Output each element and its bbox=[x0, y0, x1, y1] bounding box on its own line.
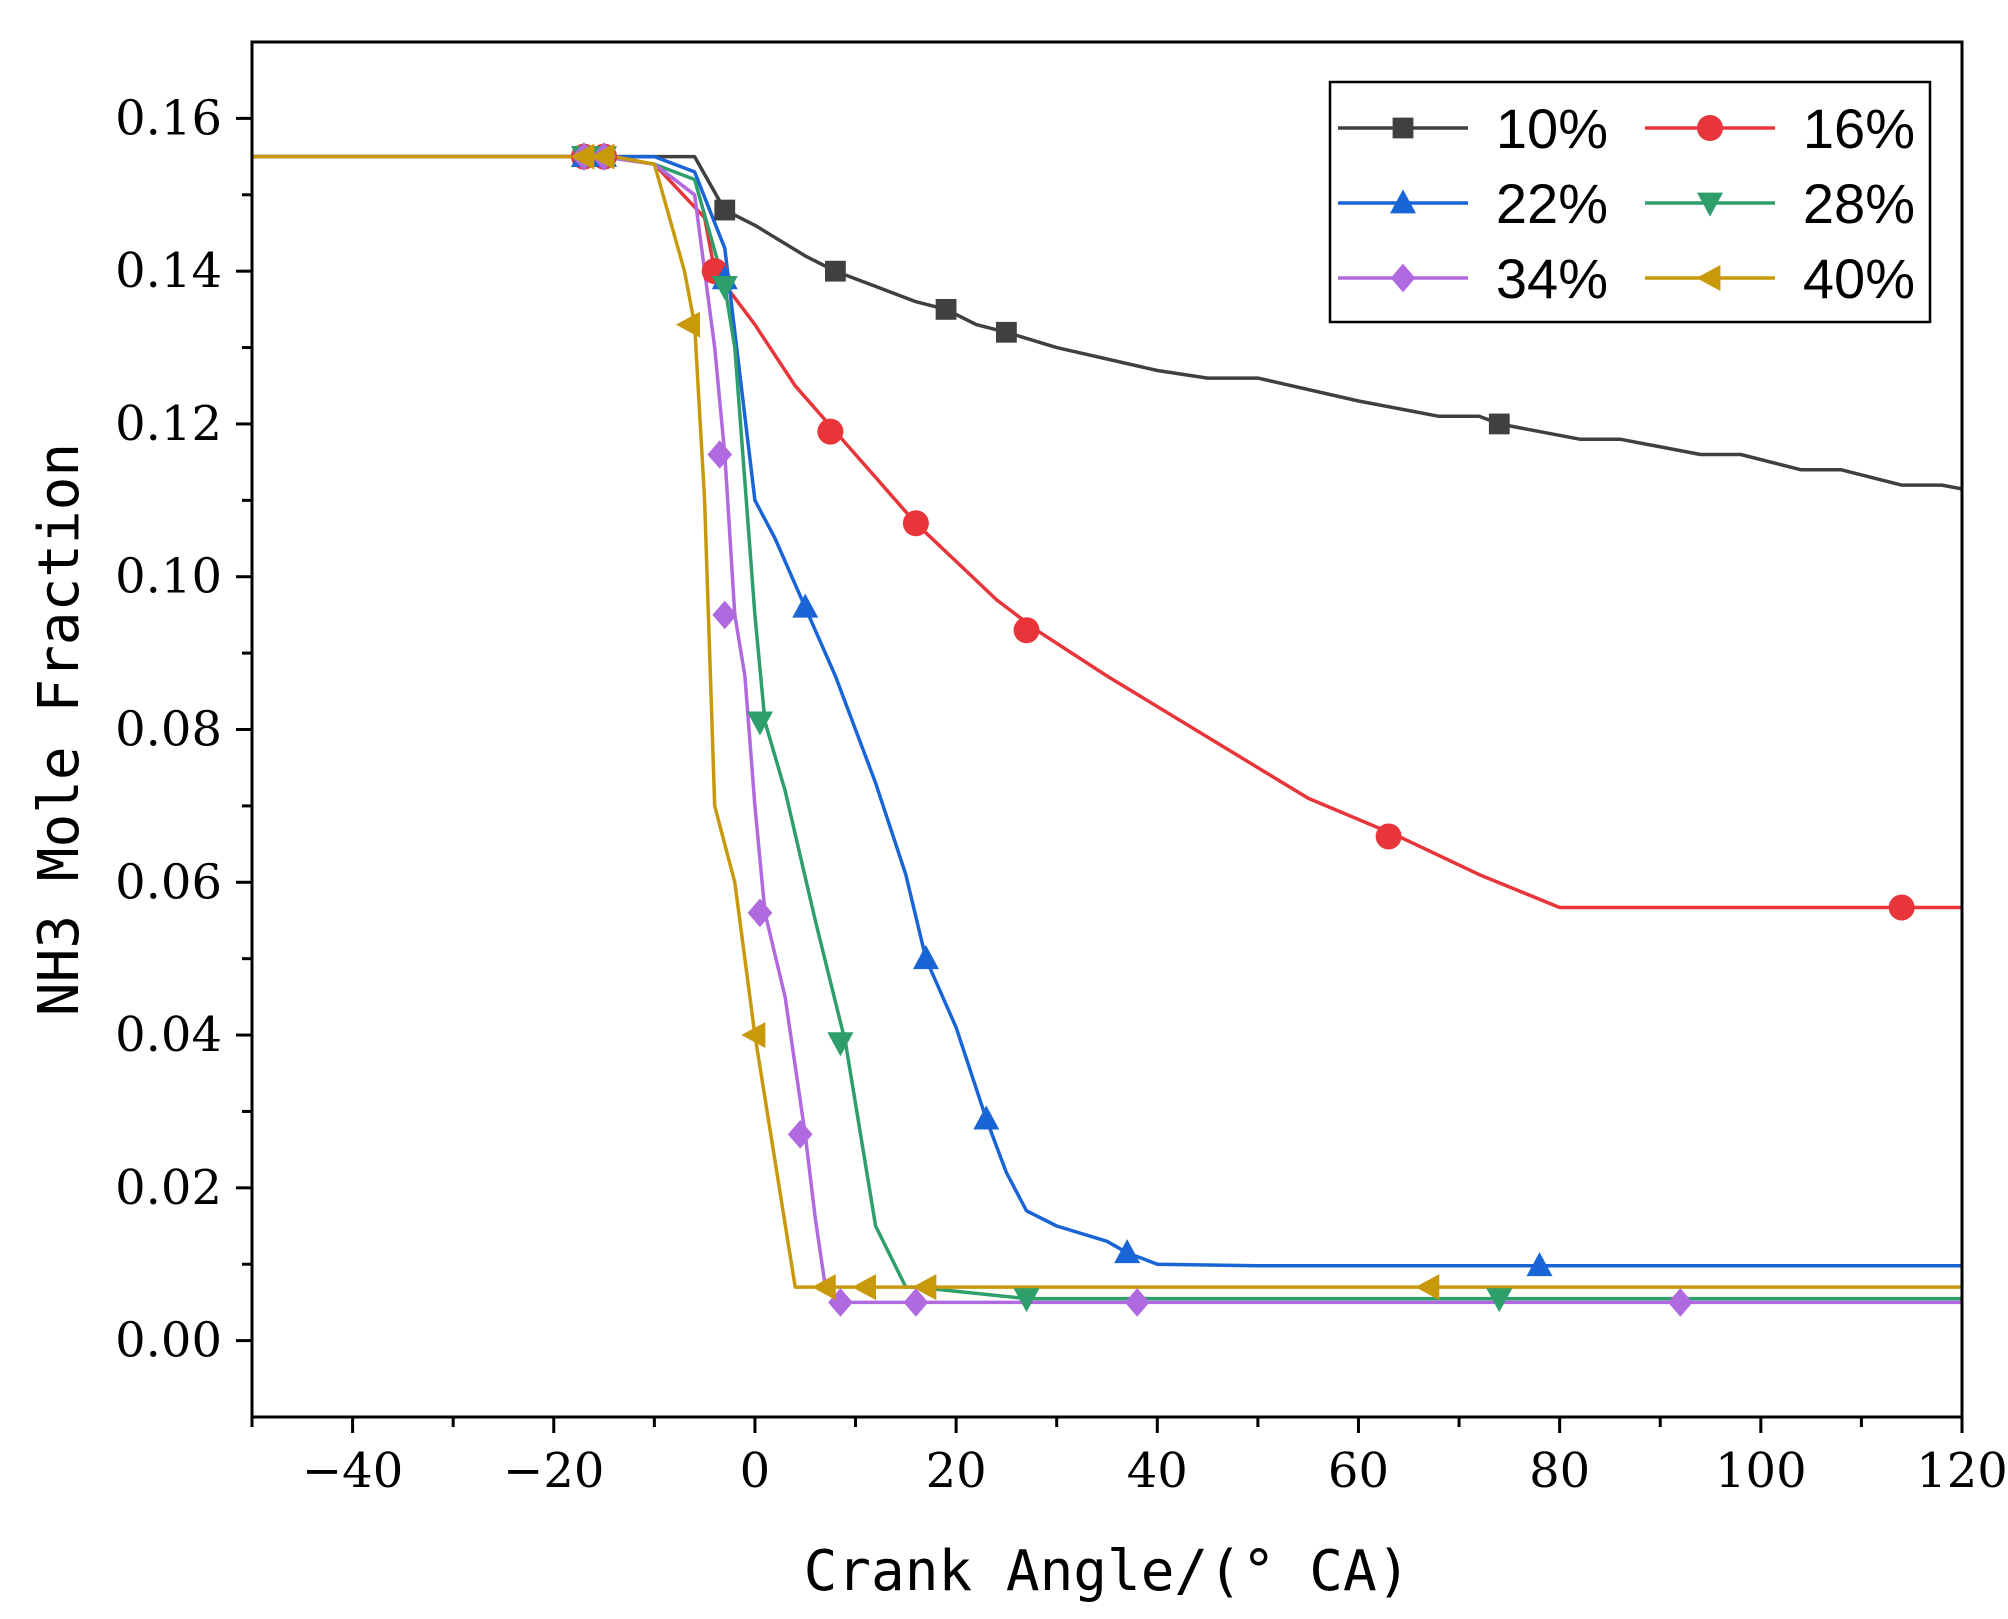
legend-label-40pct: 40% bbox=[1803, 247, 1915, 310]
legend-marker-22pct bbox=[1390, 189, 1416, 214]
y-tick-label: 0.08 bbox=[115, 702, 222, 758]
series-marker-40pct bbox=[811, 1274, 836, 1301]
plot-frame bbox=[250, 40, 1964, 1419]
series-marker-28pct bbox=[1013, 1288, 1040, 1313]
series-marker-34pct bbox=[903, 1288, 929, 1317]
series-marker-16pct bbox=[1375, 823, 1402, 850]
series-marker-22pct bbox=[912, 945, 939, 970]
series-marker-34pct bbox=[707, 440, 733, 469]
series-marker-10pct bbox=[996, 321, 1017, 343]
series-marker-40pct bbox=[851, 1274, 876, 1301]
x-tick-label: −40 bbox=[302, 1443, 403, 1499]
series-line-40pct bbox=[252, 154, 1962, 1289]
y-axis-title: NH3 Mole Fraction bbox=[27, 443, 92, 1016]
series-marker-22pct bbox=[792, 593, 819, 618]
series-marker-10pct bbox=[825, 260, 846, 282]
legend-label-10pct: 10% bbox=[1496, 97, 1608, 160]
series-line-34pct bbox=[252, 154, 1962, 1305]
y-tick-label: 0.02 bbox=[115, 1160, 222, 1216]
x-axis-title: Crank Angle/(° CA) bbox=[804, 1539, 1411, 1604]
series-marker-40pct bbox=[590, 143, 615, 170]
x-tick-label: 40 bbox=[1127, 1443, 1188, 1499]
y-tick-label: 0.04 bbox=[115, 1007, 222, 1063]
legend: 10% 16% 22% 28% 34% 40% bbox=[1328, 80, 1932, 324]
y-tick-label: 0.10 bbox=[115, 549, 222, 605]
legend-marker-34pct bbox=[1390, 263, 1416, 293]
marker-layer bbox=[570, 142, 1915, 1317]
legend-label-34pct: 34% bbox=[1496, 247, 1608, 310]
series-marker-28pct bbox=[1486, 1288, 1513, 1313]
legend-marker-10pct bbox=[1392, 117, 1414, 139]
series-marker-16pct bbox=[817, 418, 844, 445]
series-line-10pct bbox=[252, 154, 1962, 491]
series-marker-22pct bbox=[1114, 1239, 1141, 1264]
series-marker-22pct bbox=[1526, 1252, 1553, 1277]
y-tick-label: 0.00 bbox=[115, 1313, 222, 1369]
series-marker-34pct bbox=[1668, 1288, 1693, 1317]
series-marker-28pct bbox=[711, 276, 738, 301]
series-marker-10pct bbox=[935, 298, 957, 320]
series-marker-16pct bbox=[1888, 894, 1915, 921]
series-marker-40pct bbox=[1415, 1274, 1440, 1301]
axes: −40 −20 0 20 40 60 80 100 120 0.00 0.02 0.04 0.06 0.0… bbox=[115, 90, 2008, 1499]
legend-label-28pct: 28% bbox=[1803, 172, 1915, 235]
legend-marker-16pct bbox=[1697, 115, 1723, 141]
x-tick-label: 0 bbox=[740, 1443, 771, 1499]
series-marker-34pct bbox=[1124, 1288, 1150, 1317]
series-marker-34pct bbox=[712, 600, 738, 630]
y-tick-label: 0.16 bbox=[115, 90, 222, 146]
series-marker-22pct bbox=[973, 1105, 1000, 1130]
series-marker-34pct bbox=[747, 898, 773, 928]
series-marker-40pct bbox=[912, 1274, 937, 1301]
series-marker-28pct bbox=[827, 1032, 854, 1057]
legend-label-16pct: 16% bbox=[1803, 97, 1915, 160]
legend-marker-40pct bbox=[1696, 265, 1721, 291]
x-tick-label: 20 bbox=[926, 1443, 987, 1499]
legend-marker-28pct bbox=[1697, 192, 1723, 217]
x-tick-label: 120 bbox=[1916, 1443, 2008, 1499]
series-line-16pct bbox=[252, 154, 1962, 910]
x-tick-label: 80 bbox=[1529, 1443, 1590, 1499]
series-marker-16pct bbox=[1013, 617, 1040, 644]
series-marker-40pct bbox=[570, 143, 595, 170]
x-tick-label: −20 bbox=[503, 1443, 604, 1499]
legend-label-22pct: 22% bbox=[1496, 172, 1608, 235]
x-tick-label: 60 bbox=[1328, 1443, 1389, 1499]
series-marker-10pct bbox=[1488, 413, 1510, 435]
series-marker-16pct bbox=[902, 510, 929, 537]
series-marker-40pct bbox=[741, 1022, 766, 1049]
y-tick-label: 0.12 bbox=[115, 396, 222, 452]
x-tick-label: 100 bbox=[1715, 1443, 1807, 1499]
y-tick-label: 0.06 bbox=[115, 854, 222, 910]
series-marker-10pct bbox=[714, 199, 736, 221]
series-marker-40pct bbox=[675, 311, 700, 338]
y-tick-label: 0.14 bbox=[115, 243, 222, 299]
series-marker-34pct bbox=[787, 1120, 813, 1149]
series-marker-28pct bbox=[746, 711, 773, 736]
